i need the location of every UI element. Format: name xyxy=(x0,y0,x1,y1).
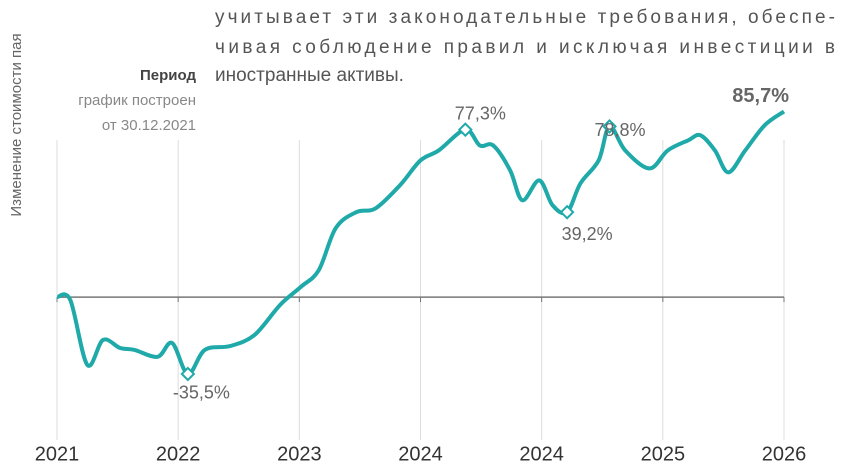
x-tick-label: 2026 xyxy=(762,443,807,465)
x-tick-label: 2023 xyxy=(277,443,322,465)
data-label: -35,5% xyxy=(173,383,230,403)
data-label: 78,8% xyxy=(595,120,646,140)
period-line: график построен xyxy=(78,92,196,109)
x-tick-label: 2022 xyxy=(156,443,201,465)
y-axis-label: Изменение стоимости пая xyxy=(8,33,25,216)
point-marker xyxy=(180,366,196,382)
data-label: 39,2% xyxy=(562,224,613,244)
point-marker xyxy=(457,122,473,138)
x-tick-label: 2024 xyxy=(398,443,443,465)
point-marker xyxy=(559,204,575,220)
text-line: чивая соблюдение правил и исключая инвес… xyxy=(215,37,835,58)
x-tick-label: 2025 xyxy=(641,443,686,465)
data-label: 77,3% xyxy=(455,103,506,123)
period-title: Период xyxy=(140,67,196,84)
period-line: от 30.12.2021 xyxy=(102,117,196,134)
data-label: 85,7% xyxy=(732,85,789,107)
series-line xyxy=(56,109,786,376)
x-tick-label: 2021 xyxy=(35,443,80,465)
x-tick-label: 2024 xyxy=(519,443,564,465)
text-line: иностранные активы. xyxy=(215,65,404,86)
text-line: учитывает эти законодательные требования… xyxy=(215,7,835,28)
point-marker xyxy=(602,119,617,134)
